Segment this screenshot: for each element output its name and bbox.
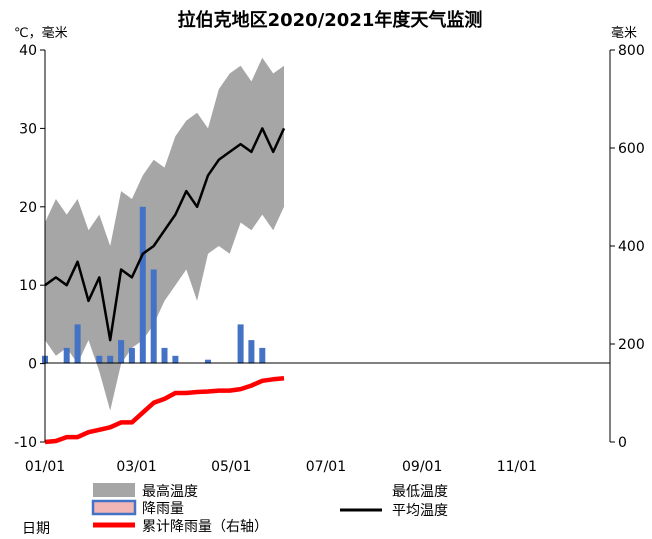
- legend-label-min-temp: 最低温度: [392, 484, 448, 500]
- rainfall-bar: [139, 206, 146, 364]
- right-tick-label: 200: [618, 337, 645, 353]
- right-tick-label: 400: [618, 239, 645, 255]
- right-axis-unit: 毫米: [611, 25, 637, 41]
- right-tick-label: 600: [618, 141, 645, 157]
- left-tick-label: 40: [19, 43, 37, 59]
- x-tick-label: 05/01: [211, 459, 251, 475]
- right-tick-label: 800: [618, 43, 645, 59]
- x-tick-label: 11/01: [497, 459, 537, 475]
- rainfall-bar: [63, 347, 70, 364]
- rainfall-bar: [248, 340, 255, 364]
- temperature-band: [45, 57, 284, 411]
- date-label: 日期: [22, 521, 50, 537]
- rainfall-bar: [96, 355, 103, 364]
- rainfall-bar: [74, 324, 81, 364]
- plot-area: [42, 57, 286, 445]
- rainfall-bar: [128, 347, 135, 364]
- rainfall-bar: [259, 347, 266, 364]
- cumulative-rainfall-line: [44, 376, 285, 445]
- left-tick-label: 30: [19, 121, 37, 137]
- legend-swatch-rainfall: [91, 499, 137, 516]
- rainfall-bar: [118, 340, 125, 364]
- left-tick-label: 20: [19, 200, 37, 216]
- left-tick-label: 0: [28, 357, 37, 373]
- x-tick-label: 01/01: [25, 459, 65, 475]
- legend-label-max-temp: 最高温度: [142, 483, 198, 500]
- avg-temp-line: [44, 127, 286, 342]
- x-tick-label: 07/01: [306, 459, 346, 475]
- legend-swatch-max-temp: [93, 483, 135, 497]
- rainfall-bar: [107, 355, 114, 364]
- left-axis-unit: ℃，毫米: [14, 25, 68, 41]
- x-tick-label: 09/01: [402, 459, 442, 475]
- legend-label-avg-temp: 平均温度: [392, 503, 448, 519]
- right-tick-label: 0: [618, 435, 627, 451]
- rainfall-bar: [172, 355, 179, 364]
- legend-label-rainfall: 降雨量: [142, 501, 184, 517]
- legend: 最高温度 降雨量 累计降雨量（右轴） 最低温度 平均温度 日期: [22, 483, 448, 537]
- left-tick-label: -10: [14, 435, 37, 451]
- rainfall-bar: [237, 324, 244, 364]
- chart-title: 拉伯克地区2020/2021年度天气监测: [178, 9, 483, 31]
- legend-label-cum-rainfall: 累计降雨量（右轴）: [142, 519, 268, 535]
- rainfall-bar: [205, 359, 211, 364]
- rainfall-bar: [150, 269, 157, 364]
- x-tick-label: 03/01: [116, 459, 156, 475]
- rainfall-bar: [161, 347, 168, 364]
- left-tick-label: 10: [19, 278, 37, 294]
